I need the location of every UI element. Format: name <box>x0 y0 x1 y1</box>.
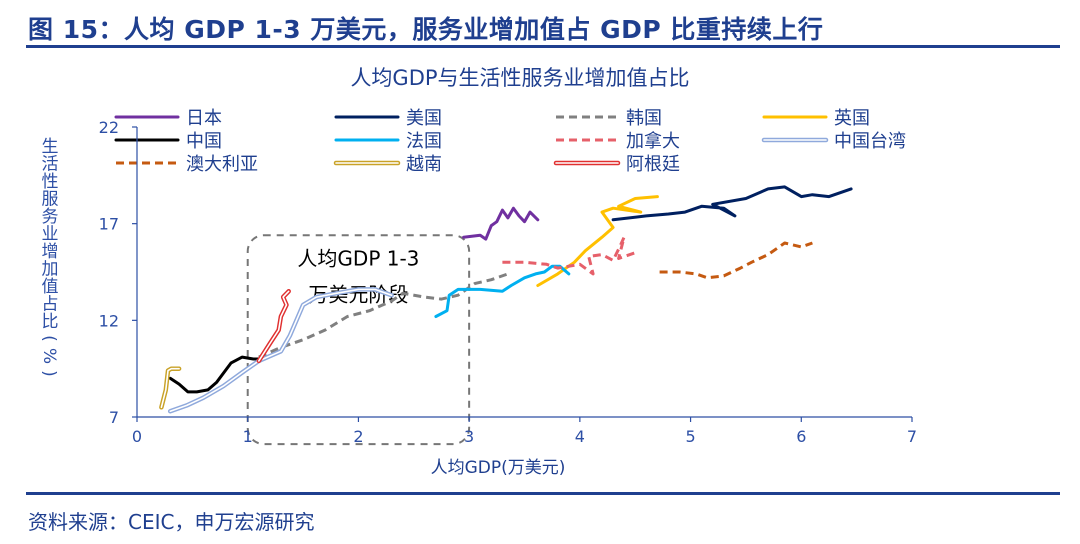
legend-item: 阿根廷 <box>553 154 680 175</box>
footer-rule <box>26 492 1060 495</box>
series-line-阿根廷-inner <box>258 290 290 362</box>
legend-item: 美国 <box>334 108 442 129</box>
x-tick-label: 6 <box>796 427 806 446</box>
series-line-美国 <box>611 185 853 222</box>
y-axis-label-char: 增 <box>42 242 59 262</box>
legend-label: 加拿大 <box>626 130 680 152</box>
y-axis-label-char: % <box>39 348 59 364</box>
series-line-中国-path <box>168 355 266 394</box>
x-tick-label: 4 <box>575 427 585 446</box>
legend-item: 日本 <box>114 108 222 129</box>
y-axis-label-char: 务 <box>42 207 59 227</box>
y-axis-label-char: 生 <box>42 137 59 157</box>
x-tick-label: 2 <box>353 427 363 446</box>
x-tick-label: 3 <box>464 427 474 446</box>
series-line-越南 <box>159 366 182 410</box>
legend-label: 韩国 <box>626 108 662 129</box>
y-axis-label-char: 服 <box>42 190 59 210</box>
figure-title: 图 15：人均 GDP 1-3 万美元，服务业增加值占 GDP 比重持续上行 <box>28 15 824 44</box>
legend-item: 英国 <box>762 108 870 129</box>
legend-item: 法国 <box>334 131 442 152</box>
legend-item: 中国台湾 <box>761 131 906 152</box>
legend-label: 法国 <box>406 131 442 152</box>
series-layer <box>159 185 853 414</box>
series-line-越南-outer <box>159 366 182 410</box>
series-line-日本 <box>462 206 540 241</box>
title-rule <box>26 45 1060 48</box>
series-line-中国台湾-inner <box>169 288 393 412</box>
x-axis-label: 人均GDP(万美元) <box>431 458 566 478</box>
y-axis-label-char: 值 <box>42 277 59 297</box>
series-line-越南-inner <box>160 367 180 409</box>
y-axis-label-char: 活 <box>42 155 59 175</box>
legend-label: 越南 <box>406 154 442 175</box>
x-tick-label: 0 <box>132 427 142 446</box>
series-line-中国台湾 <box>167 287 394 414</box>
legend-label: 英国 <box>834 108 870 129</box>
y-axis-label-char: ( <box>39 335 59 342</box>
legend-label: 中国台湾 <box>834 131 906 152</box>
series-line-法国 <box>434 264 571 318</box>
legend-item: 澳大利亚 <box>116 154 258 175</box>
y-tick-label: 7 <box>109 408 119 427</box>
series-line-英国 <box>536 195 659 287</box>
chart-title: 人均GDP与生活性服务业增加值占比 <box>350 66 689 90</box>
legend-item: 加拿大 <box>556 130 680 152</box>
legend-item: 中国 <box>114 131 222 152</box>
y-axis-label-char: 加 <box>42 260 59 280</box>
y-tick-label: 12 <box>99 311 119 330</box>
legend-label: 中国 <box>186 131 222 152</box>
series-line-法国-path <box>434 264 571 318</box>
legend-label: 美国 <box>406 108 442 129</box>
x-tick-label: 7 <box>907 427 917 446</box>
y-axis-label: 生活性服务业增加值占比 (%) <box>39 137 59 377</box>
legend-label: 日本 <box>186 108 222 129</box>
series-line-加拿大-path <box>502 235 636 276</box>
series-line-中国 <box>168 355 266 394</box>
y-axis-label-char: ) <box>39 370 59 377</box>
series-line-日本-path <box>462 206 540 241</box>
series-line-美国-path <box>611 185 853 222</box>
series-line-英国-path <box>536 195 659 287</box>
y-axis-label-char: 比 <box>42 312 59 332</box>
source-note: 资料来源：CEIC，申万宏源研究 <box>28 510 315 534</box>
series-line-澳大利亚-path <box>659 241 813 280</box>
annotation-rect <box>246 234 471 446</box>
legend-item: 韩国 <box>556 108 662 129</box>
y-axis-label-char: 业 <box>42 225 59 245</box>
y-axis-label-char: 占 <box>42 295 59 315</box>
y-tick-label: 22 <box>99 118 119 137</box>
x-tick-label: 5 <box>685 427 695 446</box>
annotation-box: 人均GDP 1-3 万美元阶段 <box>246 234 471 446</box>
legend-label: 阿根廷 <box>626 154 680 175</box>
series-line-加拿大 <box>502 235 636 276</box>
legend-item: 越南 <box>333 154 442 175</box>
y-tick-label: 17 <box>99 215 119 234</box>
series-line-澳大利亚 <box>659 241 813 280</box>
annotation-line-1: 人均GDP 1-3 <box>297 246 419 270</box>
series-line-阿根廷 <box>256 289 291 364</box>
legend-label: 澳大利亚 <box>186 154 258 175</box>
y-axis-label-char: 性 <box>42 172 59 192</box>
x-tick-label: 1 <box>243 427 253 446</box>
